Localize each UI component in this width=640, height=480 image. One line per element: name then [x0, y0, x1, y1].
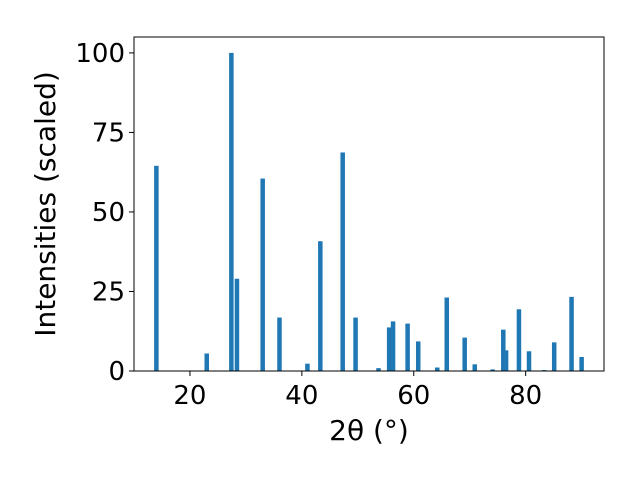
bars-group — [154, 52, 584, 372]
bar-3 — [234, 278, 240, 371]
bar-1 — [204, 353, 209, 371]
bar-2 — [229, 52, 234, 372]
bar-4 — [260, 178, 265, 371]
bar-17 — [462, 337, 467, 371]
bar-26 — [569, 296, 574, 371]
bar-12 — [390, 321, 396, 371]
bar-5 — [277, 317, 282, 371]
bar-11 — [386, 327, 392, 371]
bar-25 — [551, 342, 557, 371]
bar-13 — [405, 323, 410, 371]
y-tick-label-2: 50 — [92, 198, 125, 228]
y-tick-label-3: 75 — [92, 118, 125, 148]
x-axis: 20 40 60 80 — [173, 371, 542, 411]
x-axis-label: 2θ (°) — [329, 414, 409, 447]
bar-21 — [503, 350, 509, 371]
bar-19 — [490, 369, 495, 371]
x-tick-label-2: 60 — [397, 381, 430, 411]
bar-18 — [472, 364, 477, 371]
y-axis: 0 25 50 75 100 — [75, 39, 134, 387]
bar-22 — [516, 309, 522, 371]
bar-7 — [318, 241, 323, 371]
bar-6 — [305, 363, 310, 371]
bar-0 — [154, 165, 159, 371]
y-axis-label: Intensities (scaled) — [29, 71, 62, 337]
y-tick-label-4: 100 — [75, 39, 125, 69]
bar-10 — [376, 368, 381, 371]
bar-27 — [579, 357, 584, 371]
x-tick-label-1: 40 — [285, 381, 318, 411]
x-tick-label-3: 80 — [509, 381, 542, 411]
bar-20 — [501, 329, 506, 371]
y-tick-label-0: 0 — [108, 357, 125, 387]
y-tick-label-1: 25 — [92, 277, 125, 307]
bar-16 — [444, 297, 450, 371]
bar-15 — [435, 367, 440, 371]
x-tick-label-0: 20 — [173, 381, 206, 411]
bar-23 — [526, 351, 532, 371]
plot-frame — [133, 36, 605, 372]
bar-9 — [353, 317, 358, 371]
bar-14 — [415, 341, 421, 371]
bar-8 — [340, 152, 345, 371]
